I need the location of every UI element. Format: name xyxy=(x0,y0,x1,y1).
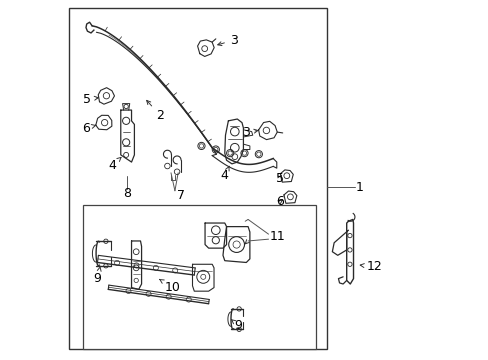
Text: 10: 10 xyxy=(159,279,181,294)
Text: 6: 6 xyxy=(82,122,96,135)
Text: 3: 3 xyxy=(241,126,257,139)
Text: 5: 5 xyxy=(82,93,98,106)
Bar xyxy=(83,205,316,348)
Text: 11: 11 xyxy=(269,230,285,243)
Text: 9: 9 xyxy=(231,319,242,332)
Text: 7: 7 xyxy=(177,189,185,202)
Text: 3: 3 xyxy=(217,33,237,47)
Text: 6: 6 xyxy=(276,195,284,208)
Text: 9: 9 xyxy=(93,266,101,285)
Text: 4: 4 xyxy=(108,157,121,172)
Text: 4: 4 xyxy=(221,166,229,182)
Text: 2: 2 xyxy=(146,100,164,122)
Bar xyxy=(69,8,326,348)
Text: 5: 5 xyxy=(275,172,283,185)
Text: 12: 12 xyxy=(360,260,382,273)
Text: 1: 1 xyxy=(355,181,363,194)
Text: 8: 8 xyxy=(122,187,131,200)
